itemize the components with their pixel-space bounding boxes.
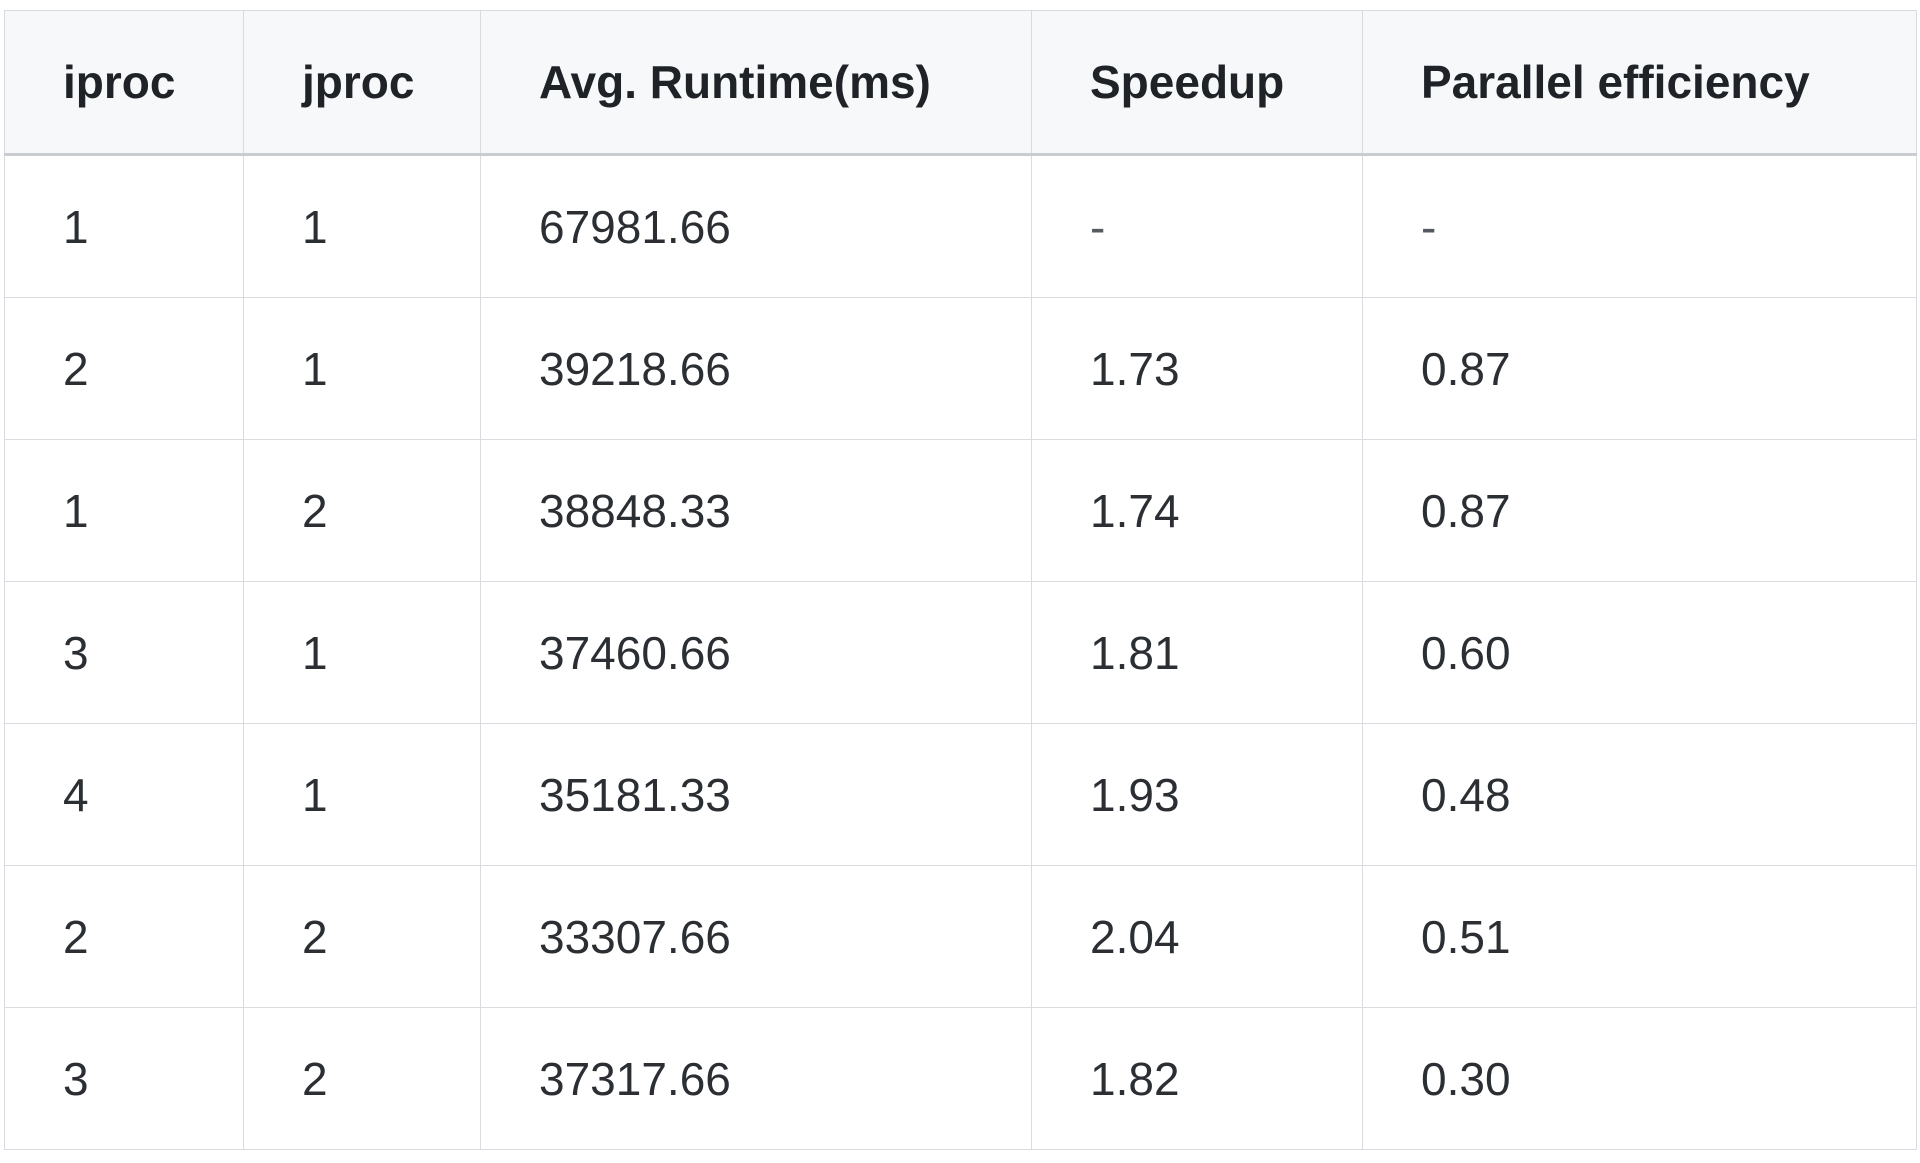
cell-iproc: 3: [4, 581, 244, 724]
cell-parallel-efficiency: 0.87: [1362, 439, 1917, 582]
cell-iproc: 3: [4, 1007, 244, 1150]
cell-iproc: 1: [4, 439, 244, 582]
cell-iproc: 4: [4, 723, 244, 866]
cell-parallel-efficiency: -: [1362, 154, 1917, 298]
cell-avg-runtime: 39218.66: [480, 297, 1032, 440]
cell-avg-runtime: 38848.33: [480, 439, 1032, 582]
cell-speedup: 1.82: [1031, 1007, 1363, 1150]
header-row: iproc jproc Avg. Runtime(ms) Speedup Par…: [4, 10, 1917, 156]
results-table: iproc jproc Avg. Runtime(ms) Speedup Par…: [4, 10, 1917, 1150]
table-row: 3 1 37460.66 1.81 0.60: [4, 581, 1917, 724]
cell-speedup: 1.73: [1031, 297, 1363, 440]
cell-avg-runtime: 37317.66: [480, 1007, 1032, 1150]
table-row: 3 2 37317.66 1.82 0.30: [4, 1007, 1917, 1150]
cell-jproc: 2: [243, 865, 481, 1008]
cell-speedup: 1.81: [1031, 581, 1363, 724]
cell-speedup: 1.93: [1031, 723, 1363, 866]
cell-avg-runtime: 67981.66: [480, 154, 1032, 298]
results-table-container: iproc jproc Avg. Runtime(ms) Speedup Par…: [4, 10, 1917, 1150]
cell-avg-runtime: 37460.66: [480, 581, 1032, 724]
cell-parallel-efficiency: 0.30: [1362, 1007, 1917, 1150]
cell-jproc: 1: [243, 297, 481, 440]
cell-avg-runtime: 35181.33: [480, 723, 1032, 866]
cell-iproc: 2: [4, 297, 244, 440]
cell-speedup: 1.74: [1031, 439, 1363, 582]
cell-speedup: -: [1031, 154, 1363, 298]
header-jproc: jproc: [243, 10, 481, 156]
cell-iproc: 1: [4, 154, 244, 298]
table-row: 4 1 35181.33 1.93 0.48: [4, 723, 1917, 866]
cell-parallel-efficiency: 0.51: [1362, 865, 1917, 1008]
cell-avg-runtime: 33307.66: [480, 865, 1032, 1008]
cell-parallel-efficiency: 0.60: [1362, 581, 1917, 724]
table-body: 1 1 67981.66 - - 2 1 39218.66 1.73 0.87 …: [4, 154, 1917, 1150]
table-header: iproc jproc Avg. Runtime(ms) Speedup Par…: [4, 10, 1917, 156]
table-row: 2 2 33307.66 2.04 0.51: [4, 865, 1917, 1008]
cell-parallel-efficiency: 0.48: [1362, 723, 1917, 866]
table-row: 2 1 39218.66 1.73 0.87: [4, 297, 1917, 440]
cell-speedup: 2.04: [1031, 865, 1363, 1008]
header-avg-runtime: Avg. Runtime(ms): [480, 10, 1032, 156]
cell-jproc: 1: [243, 581, 481, 724]
table-row: 1 2 38848.33 1.74 0.87: [4, 439, 1917, 582]
cell-iproc: 2: [4, 865, 244, 1008]
cell-jproc: 1: [243, 723, 481, 866]
header-speedup: Speedup: [1031, 10, 1363, 156]
cell-jproc: 2: [243, 439, 481, 582]
table-row: 1 1 67981.66 - -: [4, 154, 1917, 298]
cell-jproc: 2: [243, 1007, 481, 1150]
cell-parallel-efficiency: 0.87: [1362, 297, 1917, 440]
header-iproc: iproc: [4, 10, 244, 156]
cell-jproc: 1: [243, 154, 481, 298]
header-parallel-efficiency: Parallel efficiency: [1362, 10, 1917, 156]
